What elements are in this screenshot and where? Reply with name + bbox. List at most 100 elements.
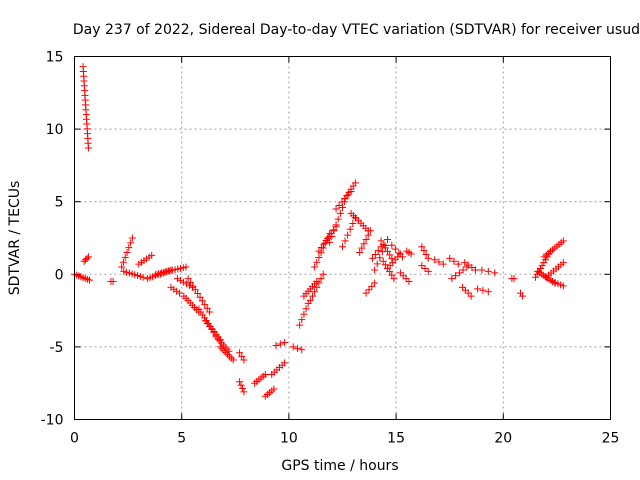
- data-point: [201, 301, 209, 309]
- data-point: [123, 249, 131, 257]
- data-point: [346, 225, 354, 233]
- data-point: [332, 205, 340, 213]
- data-point: [220, 347, 228, 355]
- data-point: [182, 280, 190, 288]
- data-point: [189, 282, 197, 290]
- y-tick-label: -5: [50, 340, 64, 356]
- data-point: [468, 264, 476, 272]
- data-point: [222, 349, 230, 357]
- data-point: [326, 238, 334, 246]
- data-point: [510, 275, 518, 283]
- data-point: [194, 289, 202, 297]
- data-point: [368, 282, 376, 290]
- data-point: [358, 244, 366, 252]
- data-point: [536, 264, 544, 272]
- data-point: [439, 260, 447, 268]
- chart-title: Day 237 of 2022, Sidereal Day-to-day VTE…: [73, 22, 640, 38]
- data-point: [421, 264, 429, 272]
- data-point: [371, 266, 379, 274]
- data-point: [461, 286, 469, 294]
- data-point: [238, 385, 246, 393]
- data-point: [236, 378, 244, 386]
- data-point: [313, 258, 321, 266]
- data-point: [176, 289, 184, 297]
- data-point: [371, 279, 379, 287]
- data-point: [454, 260, 462, 268]
- data-point: [80, 257, 88, 265]
- data-point: [464, 289, 472, 297]
- data-point: [179, 278, 187, 286]
- data-point: [374, 247, 382, 255]
- data-point: [281, 339, 289, 347]
- data-point: [364, 231, 372, 239]
- x-tick-label: 0: [70, 431, 79, 447]
- data-point: [125, 244, 133, 252]
- data-point: [418, 262, 426, 270]
- x-tick-label: 15: [387, 431, 405, 447]
- x-axis-label: GPS time / hours: [281, 458, 398, 474]
- data-point: [424, 254, 432, 262]
- data-point: [306, 296, 314, 304]
- data-point: [218, 345, 226, 353]
- data-point: [281, 359, 289, 367]
- data-point: [407, 250, 415, 258]
- data-point: [227, 354, 235, 362]
- data-point: [225, 347, 233, 355]
- data-point: [450, 257, 458, 265]
- data-point: [360, 240, 368, 248]
- data-point: [298, 346, 306, 354]
- data-point: [422, 250, 430, 258]
- data-point: [446, 254, 454, 262]
- data-point: [302, 305, 310, 313]
- data-point: [139, 273, 147, 281]
- data-point: [311, 263, 319, 271]
- data-point: [467, 292, 475, 300]
- data-point: [464, 261, 472, 269]
- data-point: [240, 388, 248, 396]
- data-point: [224, 350, 232, 358]
- x-tick-label: 25: [602, 431, 620, 447]
- data-point: [315, 253, 323, 261]
- data-point: [471, 266, 479, 274]
- data-point: [229, 356, 237, 364]
- data-point: [484, 288, 492, 296]
- data-point: [399, 272, 407, 280]
- data-point: [388, 241, 396, 249]
- data-point: [391, 245, 399, 253]
- data-point: [484, 267, 492, 275]
- data-point: [182, 263, 190, 271]
- data-point: [455, 269, 463, 277]
- data-point: [270, 385, 278, 393]
- data-point: [317, 244, 325, 252]
- data-point: [344, 231, 352, 239]
- data-point: [373, 260, 381, 268]
- data-point: [479, 286, 487, 294]
- data-point: [541, 256, 549, 264]
- data-point: [339, 243, 346, 251]
- data-point: [390, 275, 398, 283]
- data-point: [276, 340, 284, 348]
- data-point: [418, 243, 426, 251]
- x-tick-label: 10: [280, 431, 298, 447]
- data-point: [187, 278, 195, 286]
- data-point: [261, 370, 269, 378]
- data-point: [240, 356, 248, 364]
- data-point: [376, 254, 384, 262]
- data-point: [293, 344, 301, 352]
- data-point: [173, 275, 181, 283]
- plot-frame: [74, 56, 611, 420]
- data-point: [121, 253, 129, 261]
- data-point: [289, 343, 297, 351]
- grid-lines: [74, 56, 611, 420]
- data-point: [86, 276, 94, 284]
- data-point: [356, 249, 364, 257]
- y-tick-label: 5: [55, 195, 64, 211]
- data-point: [459, 266, 467, 274]
- data-point: [351, 214, 359, 222]
- data-point: [559, 259, 567, 267]
- x-tick-label: 20: [494, 431, 512, 447]
- data-point: [559, 282, 567, 290]
- data-point: [328, 233, 336, 241]
- data-point: [272, 341, 280, 349]
- data-point: [384, 235, 392, 243]
